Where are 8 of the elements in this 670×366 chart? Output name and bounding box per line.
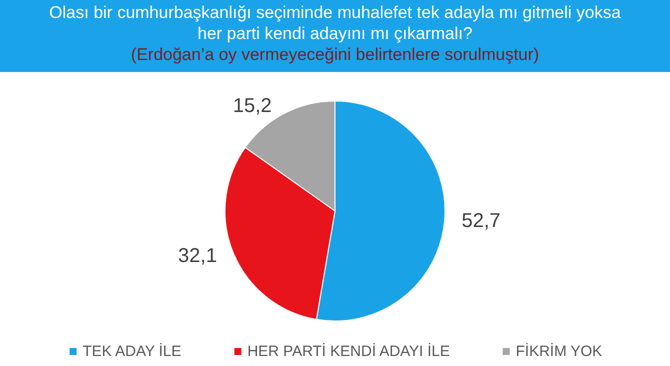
chart-title: Olası bir cumhurbaşkanlığı seçiminde muhalefet tek adayla mı gitmeli yoksa her parti kendi adayını mı çıkarmalı?	[48, 2, 622, 44]
data-label: 52,7	[462, 210, 501, 232]
data-label: 15,2	[232, 95, 272, 118]
data-label: 32,1	[178, 245, 217, 268]
chart-subtitle: (Erdoğan’a oy vermeyeceğini belirtenlere sorulmuştur)	[130, 44, 540, 65]
legend-label: FİKRİM YOK	[516, 342, 602, 360]
legend-label: HER PARTİ KENDİ ADAYI İLE	[247, 342, 450, 360]
legend-label: TEK ADAY İLE	[82, 342, 182, 360]
